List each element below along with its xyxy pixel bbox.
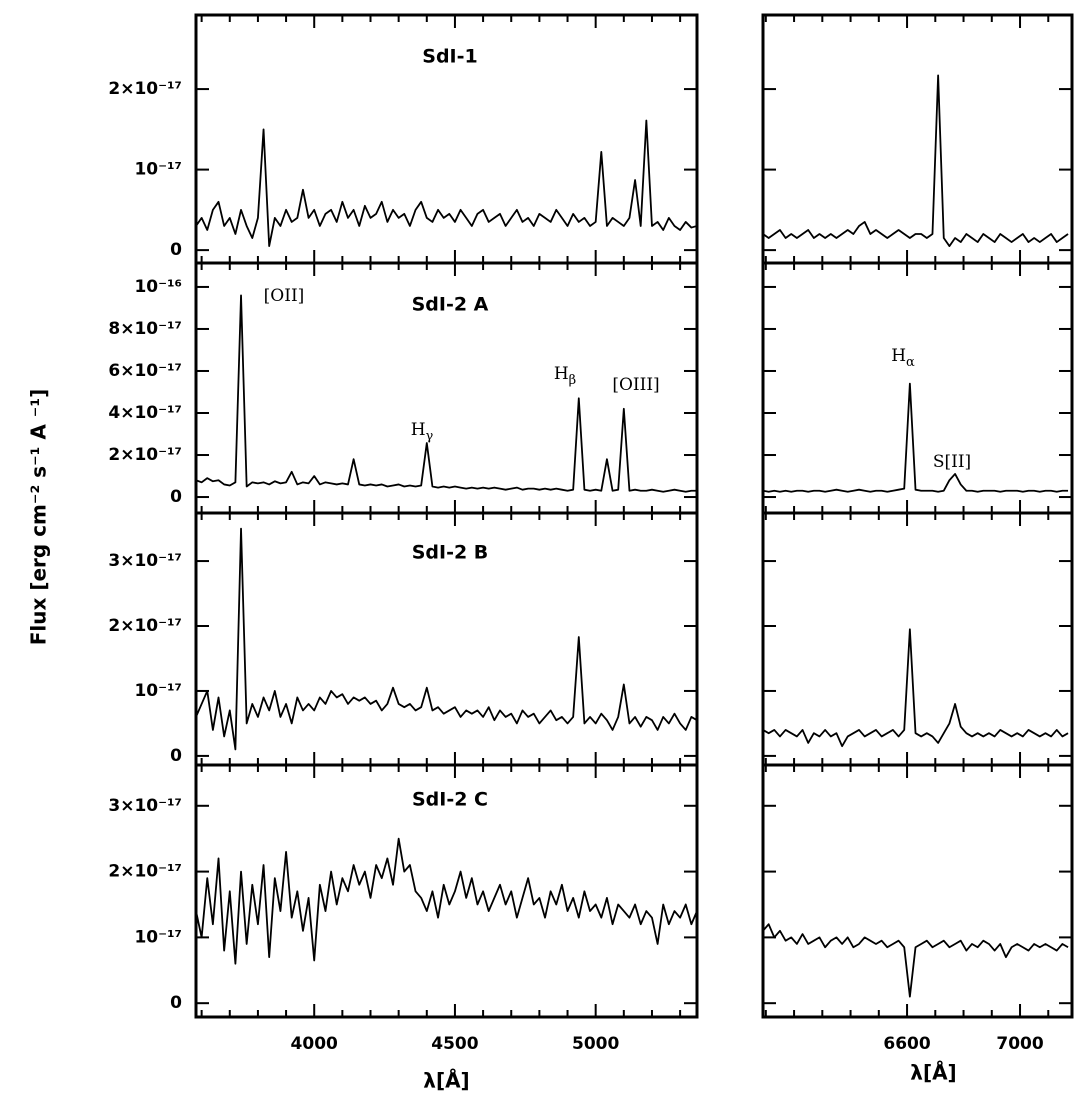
y-tick-label: 2×10⁻¹⁷ <box>108 862 182 882</box>
y-tick-label: 0 <box>170 993 182 1013</box>
x-tick-label: 5000 <box>572 1034 619 1054</box>
panel-frame <box>194 763 699 1019</box>
panel-title: SdI-2 C <box>412 789 488 811</box>
y-tick-label: 0 <box>170 240 182 260</box>
spectrum-line <box>763 382 1069 493</box>
y-tick-label: 3×10⁻¹⁷ <box>108 796 182 816</box>
spectrum-line <box>763 74 1069 247</box>
y-tick-label: 0 <box>170 487 182 507</box>
spectrum-line <box>196 527 697 751</box>
y-tick-label: 10⁻¹⁷ <box>134 927 182 947</box>
line-annotation: Hα <box>891 346 915 370</box>
line-annotation: [OII] <box>264 286 305 306</box>
x-tick-label: 7000 <box>996 1034 1043 1054</box>
x-tick-label: 4000 <box>291 1034 338 1054</box>
annotation-text: [OII] <box>264 286 305 306</box>
annotation-subscript: α <box>906 355 915 370</box>
panel-frame <box>761 261 1074 515</box>
y-tick-label: 8×10⁻¹⁷ <box>108 319 182 339</box>
y-tick-label: 2×10⁻¹⁷ <box>108 616 182 636</box>
y-tick-label: 0 <box>170 746 182 766</box>
panel-title: SdI-2 B <box>412 542 489 564</box>
y-axis-label: Flux [erg cm⁻² s⁻¹ A ⁻¹] <box>27 389 51 646</box>
spectrum-line <box>196 119 697 247</box>
y-tick-label: 2×10⁻¹⁷ <box>108 445 182 465</box>
spectrum-line <box>763 923 1069 998</box>
x-axis-label: λ[Å] <box>423 1069 469 1093</box>
y-tick-label: 6×10⁻¹⁷ <box>108 361 182 381</box>
panel-title: SdI-1 <box>422 46 477 68</box>
y-tick-label: 3×10⁻¹⁷ <box>108 551 182 571</box>
y-tick-label: 10⁻¹⁶ <box>134 277 182 297</box>
x-tick-label: 4500 <box>431 1034 478 1054</box>
annotation-text: [OIII] <box>612 375 659 395</box>
panel-frame <box>761 763 1074 1019</box>
spectrum-line <box>763 628 1069 748</box>
annotation-text: H <box>554 364 569 384</box>
y-tick-label: 4×10⁻¹⁷ <box>108 403 182 423</box>
line-annotation: Hγ <box>411 420 434 444</box>
spectrum-line <box>196 837 697 965</box>
annotation-subscript: β <box>569 373 577 388</box>
y-tick-label: 10⁻¹⁷ <box>134 160 182 180</box>
panel-frame <box>761 13 1074 265</box>
x-tick-label: 6600 <box>883 1034 930 1054</box>
line-annotation: S[II] <box>933 452 971 472</box>
panel-title: SdI-2 A <box>412 294 489 316</box>
x-axis-label: λ[Å] <box>910 1061 956 1085</box>
annotation-text: H <box>891 346 906 366</box>
line-annotation: [OIII] <box>612 375 659 395</box>
line-annotation: Hβ <box>554 364 576 388</box>
y-tick-label: 10⁻¹⁷ <box>134 681 182 701</box>
spectrum-line <box>196 294 697 493</box>
annotation-subscript: γ <box>426 429 434 444</box>
annotation-text: S[II] <box>933 452 971 472</box>
y-tick-label: 2×10⁻¹⁷ <box>108 79 182 99</box>
panel-frame <box>761 511 1074 767</box>
annotation-text: H <box>411 420 426 440</box>
